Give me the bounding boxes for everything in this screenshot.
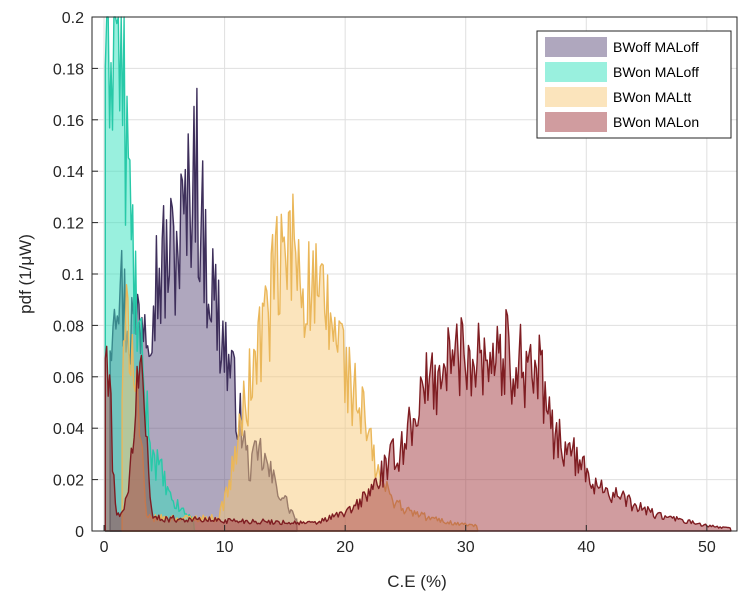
x-tick-label: 50: [698, 539, 716, 556]
y-tick-label: 0.04: [53, 421, 84, 438]
legend: BWoff MALoff BWon MALoff BWon MALtt BWon…: [536, 30, 732, 139]
y-tick-label: 0.1: [62, 267, 84, 284]
x-tick-label: 10: [216, 539, 234, 556]
legend-label-bwoff-maloff: BWoff MALoff: [613, 39, 699, 55]
legend-swatch-bwon-malon: [545, 112, 607, 132]
tick-layer: 0 10 20 30 40 50 0 0.02 0.04 0.06 0.08 0.1 0.12 0.14 0…: [53, 10, 716, 556]
x-axis-title: C.E (%): [387, 572, 447, 591]
x-tick-label: 0: [100, 539, 109, 556]
y-tick-label: 0.08: [53, 318, 84, 335]
series-layer: [104, 16, 732, 532]
legend-label-bwon-maltt: BWon MALtt: [613, 89, 691, 105]
y-tick-label: 0.02: [53, 473, 84, 490]
legend-label-bwon-maloff: BWon MALoff: [613, 64, 699, 80]
y-tick-label: 0.16: [53, 113, 84, 130]
x-tick-label: 20: [336, 539, 354, 556]
legend-swatch-bwon-maloff: [545, 62, 607, 82]
legend-label-bwon-malon: BWon MALon: [613, 114, 699, 130]
x-tick-label: 40: [577, 539, 595, 556]
y-tick-label: 0.18: [53, 61, 84, 78]
legend-swatch-bwoff-maloff: [545, 37, 607, 57]
y-tick-label: 0.2: [62, 10, 84, 27]
y-tick-label: 0: [75, 524, 84, 541]
series-area-3: [104, 309, 732, 532]
y-tick-label: 0.06: [53, 370, 84, 387]
y-tick-label: 0.12: [53, 216, 84, 233]
y-axis-title: pdf (1/μW): [16, 234, 35, 314]
x-tick-label: 30: [457, 539, 475, 556]
y-tick-label: 0.14: [53, 164, 84, 181]
legend-swatch-bwon-maltt: [545, 87, 607, 107]
